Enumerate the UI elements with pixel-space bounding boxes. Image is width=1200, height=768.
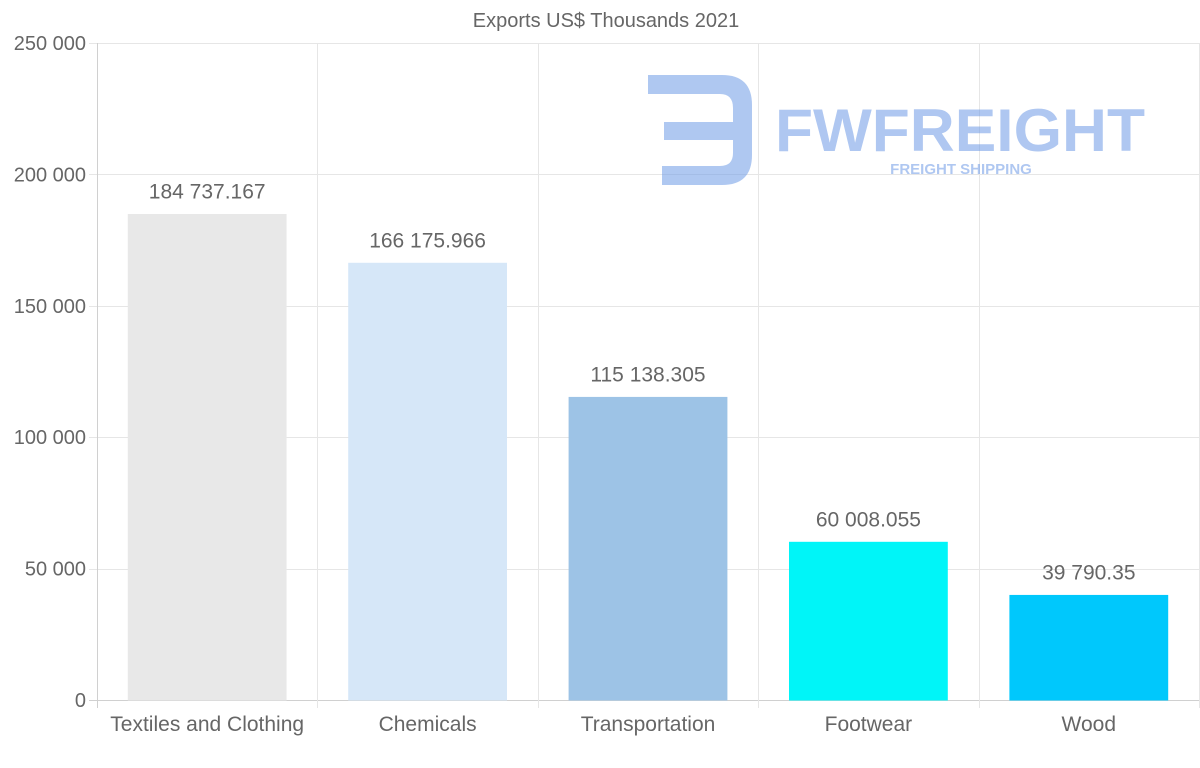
chart-title: Exports US$ Thousands 2021: [473, 10, 739, 32]
bar[interactable]: [348, 262, 508, 701]
y-tick-label: 250 000: [14, 33, 86, 55]
x-tick-label: Footwear: [825, 713, 913, 736]
y-tick-label: 0: [75, 690, 86, 712]
y-tick-label: 150 000: [14, 296, 86, 318]
bar-value-label: 60 008.055: [816, 508, 921, 531]
y-axis-tick-labels: 0 50 000 100 000 150 000 200 000 250 000: [14, 33, 86, 712]
x-tick-label: Transportation: [581, 713, 716, 736]
x-tick-label: Wood: [1062, 713, 1116, 736]
bar[interactable]: [568, 396, 728, 701]
x-tick-label: Textiles and Clothing: [110, 713, 304, 736]
logo-brand-text: FWFREIGHT: [775, 97, 1145, 164]
bar-value-label: 39 790.35: [1042, 561, 1135, 584]
bar-value-label: 166 175.966: [369, 229, 486, 252]
bar[interactable]: [788, 541, 948, 701]
bar[interactable]: [1009, 594, 1169, 701]
fwfreight-logo-watermark: FWFREIGHT FREIGHT SHIPPING: [648, 75, 1145, 185]
bar[interactable]: [127, 214, 287, 701]
value-labels: 184 737.167 166 175.966 115 138.305 60 008.…: [149, 181, 1136, 585]
x-tick-label: Chemicals: [379, 713, 477, 736]
bar-value-label: 115 138.305: [590, 363, 705, 386]
y-tick-label: 100 000: [14, 427, 86, 449]
x-axis-tick-labels: Textiles and Clothing Chemicals Transporta…: [110, 713, 1116, 736]
bars: [127, 214, 1169, 701]
y-tick-label: 50 000: [25, 559, 86, 581]
y-tick-label: 200 000: [14, 164, 86, 186]
bar-value-label: 184 737.167: [149, 181, 266, 204]
logo-tagline-text: FREIGHT SHIPPING: [890, 161, 1032, 178]
logo-mark-icon: [648, 75, 752, 185]
